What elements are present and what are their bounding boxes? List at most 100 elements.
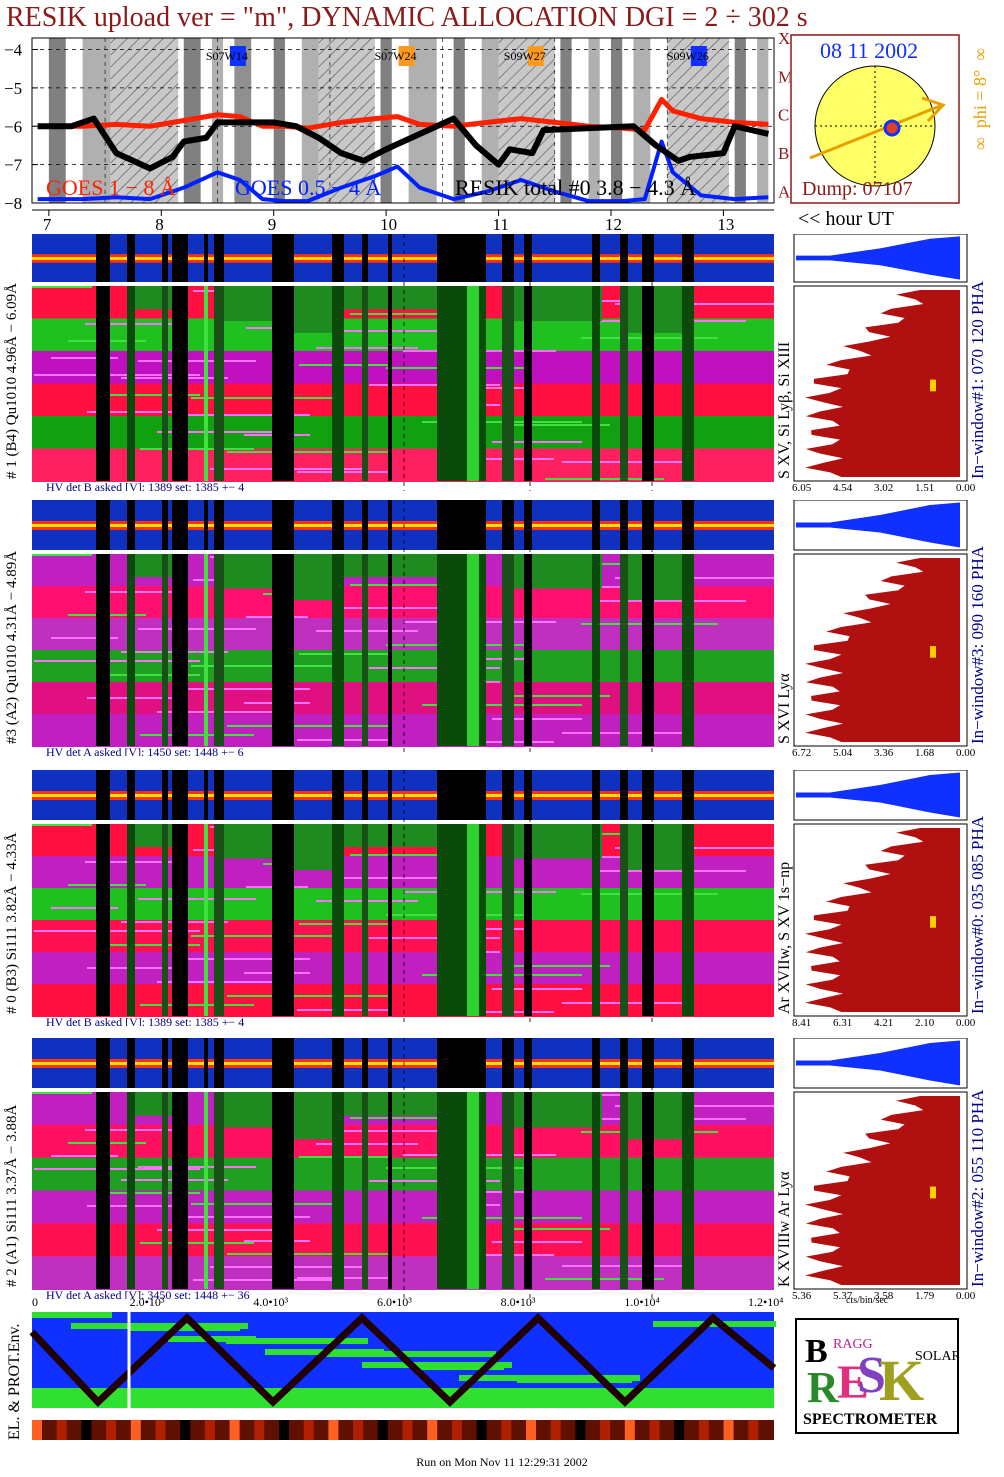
hatch-line	[318, 37, 360, 80]
spectrum-tick-label: 4.21	[874, 1017, 893, 1026]
channel-gap-top	[642, 234, 654, 282]
hour-tick-label: 13	[717, 215, 734, 234]
env-strip-cell	[748, 1420, 759, 1440]
spectrogram-streak	[227, 725, 392, 727]
channel-gap-top	[524, 1038, 532, 1088]
hatch-line	[498, 46, 556, 104]
data-gap-band	[610, 38, 623, 203]
spectrogram-streak	[51, 637, 118, 639]
env-strip-cell	[600, 1420, 611, 1440]
spectrogram-streak	[191, 397, 338, 399]
hatch-line	[110, 37, 128, 56]
hatch-line	[666, 76, 730, 140]
hour-tick-label: 11	[493, 215, 509, 234]
channel-gap	[682, 286, 694, 481]
channel-gap-top	[388, 234, 392, 282]
hatch-line	[118, 143, 179, 204]
spectrogram-green-area	[628, 286, 682, 333]
environment-panel: 0 2.0•10³ 4.0•10³ 6.0•10³ 8.0•10³ 1.0•10⁴ 1.2•…	[29, 1295, 783, 1440]
data-gap-band	[453, 38, 465, 203]
env-strip-cell	[303, 1420, 314, 1440]
channel-gap-top	[272, 234, 294, 282]
hatch-line	[110, 59, 179, 128]
logo-bragg-letter: B	[805, 1333, 828, 1370]
channel-gap-top	[332, 770, 344, 820]
spectrogram-streak	[545, 1278, 664, 1280]
channel-gap	[272, 1092, 294, 1289]
spectrogram-streak	[509, 1228, 610, 1230]
spectrogram-green-area	[224, 1092, 272, 1128]
env-strip-cell	[575, 1420, 586, 1440]
logo-solar: SOLAR	[915, 1349, 957, 1364]
spectrogram-streak	[509, 424, 610, 426]
spectrogram-streak	[299, 923, 390, 925]
channel-panel-ch0: HV det B asked [V]: 1389 set: 1385 +− 4 8…	[32, 770, 975, 1026]
channel-gap	[362, 286, 368, 481]
channel-line-core	[32, 257, 774, 260]
spectrogram-green-area	[224, 554, 272, 589]
env-strip-cell	[698, 1420, 709, 1440]
channel-gap-top	[502, 500, 514, 550]
channel-gap	[642, 286, 654, 481]
spectrogram-green-area	[224, 286, 272, 322]
spectrogram-streak	[138, 898, 256, 900]
env-strip-cell	[130, 1420, 141, 1440]
hatch-line	[686, 160, 730, 204]
channel-gap	[127, 286, 135, 481]
hatch-line	[110, 47, 179, 116]
channel-gap	[620, 824, 628, 1016]
spectrum-profile	[805, 828, 960, 1012]
hatch-line	[318, 106, 376, 164]
channel-gap	[172, 554, 188, 746]
hatch-line	[318, 37, 372, 92]
channel-gap-top	[127, 1038, 135, 1088]
hatch-line	[110, 37, 140, 68]
channel-gap-top	[524, 500, 532, 550]
hatch-line	[498, 37, 540, 80]
spectrogram-streak	[227, 1253, 392, 1255]
pha-histogram	[796, 236, 960, 280]
window-label: In−window#3: 090 160 PHA	[968, 545, 987, 744]
channel-gap	[214, 554, 224, 746]
hatch-line	[498, 94, 556, 152]
channel-gap-top	[362, 234, 368, 282]
spectrogram-streak	[492, 718, 582, 720]
spectrogram-green-area	[128, 824, 182, 848]
channel-gap	[388, 824, 392, 1016]
spectrogram-streak	[174, 958, 310, 960]
spectrogram-streak	[227, 995, 392, 997]
orbit-track	[29, 1313, 777, 1407]
hatch-line	[110, 37, 164, 92]
channel-gap-top	[96, 1038, 110, 1088]
spectrogram-band	[32, 1157, 774, 1192]
env-green-streak	[459, 1375, 640, 1381]
pointing-marker	[883, 119, 901, 137]
channel-gap-top	[96, 770, 110, 820]
spectral-line-label: K XVIIIw Ar Lyα	[776, 1171, 793, 1287]
spectrum-tick-label: 8.41	[792, 1017, 811, 1026]
channel-side-label: # 2 (A1) Si111 3.37Å − 3.88Å	[4, 1104, 20, 1287]
hatch-line	[154, 179, 179, 204]
spectrogram-streak	[369, 1180, 500, 1182]
hatch-line	[498, 58, 556, 116]
channel-gap-top	[332, 1038, 344, 1088]
spectrogram-green-area	[628, 824, 682, 871]
y-tick-label: −4	[4, 41, 23, 60]
spectrogram-streak	[545, 563, 664, 565]
channel-gap-top	[642, 1038, 654, 1088]
hv-status-text: HV det B asked [V]: 1389 set: 1385 +− 4	[46, 1015, 244, 1026]
spectrogram-streak	[475, 1254, 554, 1256]
env-strip-cell	[674, 1420, 685, 1440]
y-tick-label: −8	[4, 194, 22, 213]
env-x-tick-label: 4.0•10³	[253, 1295, 288, 1309]
channel-gap-top	[592, 770, 600, 820]
spectrum-marker	[930, 916, 936, 928]
channel-gap-top	[620, 234, 628, 282]
channel-gap-top	[204, 770, 208, 820]
goes-series-line	[37, 139, 769, 204]
logo-bragg-rest: RAGG	[833, 1337, 873, 1352]
spectrogram-streak	[509, 965, 610, 967]
spectrogram-streak	[615, 847, 774, 849]
channel-gap-top	[162, 1038, 168, 1088]
env-green-streak	[323, 1351, 496, 1357]
